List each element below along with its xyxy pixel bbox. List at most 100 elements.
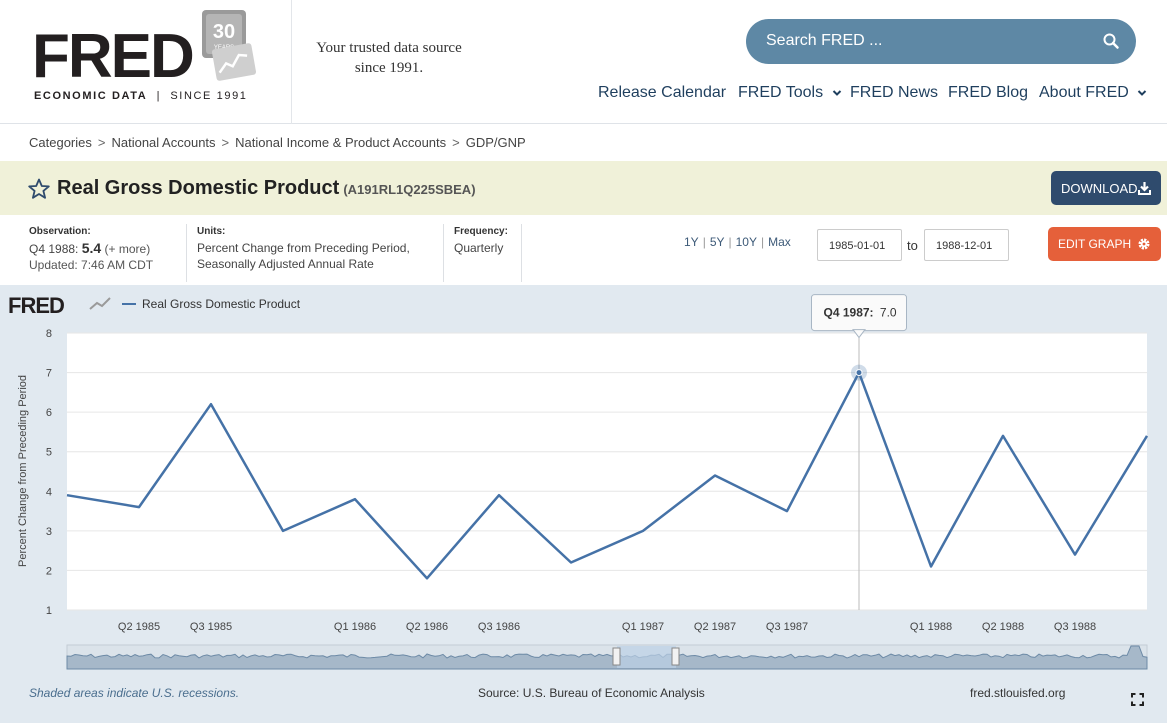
range-max[interactable]: Max: [768, 235, 791, 249]
data-point[interactable]: [61, 489, 73, 501]
x-tick-label: Q2 1988: [982, 621, 1024, 633]
chart-brand-graph-icon: [89, 297, 111, 310]
x-tick-label: Q1 1986: [334, 621, 376, 633]
y-tick-label: 2: [46, 565, 52, 577]
data-point[interactable]: [1069, 549, 1081, 561]
x-tick-label: Q2 1986: [406, 621, 448, 633]
series-title-bar: Real Gross Domestic Product (A191RL1Q225S…: [0, 161, 1167, 215]
navigator-handle-right[interactable]: [671, 647, 680, 666]
units-label: Units:: [197, 226, 226, 237]
data-point[interactable]: [133, 501, 145, 513]
nav-fred-news[interactable]: FRED News: [850, 84, 939, 101]
nav-about-fred[interactable]: About FRED: [1039, 84, 1147, 104]
x-tick-label: Q2 1985: [118, 621, 160, 633]
observation-label: Observation:: [29, 226, 91, 237]
data-point[interactable]: [781, 505, 793, 517]
navigator-series: [66, 645, 1148, 670]
data-point[interactable]: [421, 572, 433, 584]
chevron-down-icon: [832, 90, 841, 96]
logo-subtitle: ECONOMIC DATA | SINCE 1991: [34, 90, 248, 102]
data-point[interactable]: [493, 489, 505, 501]
logo-wordmark: FRED: [32, 22, 195, 91]
data-point[interactable]: [709, 469, 721, 481]
x-tick-label: Q3 1986: [478, 621, 520, 633]
navigator-handle-left[interactable]: [612, 647, 621, 666]
meta-divider: [443, 224, 444, 282]
y-tick-label: 7: [46, 368, 52, 380]
tooltip-period: Q4 1987:: [824, 306, 874, 320]
thirty-years-badge-icon: 30 YEARS: [202, 10, 256, 81]
data-point[interactable]: [637, 525, 649, 537]
y-tick-label: 8: [46, 328, 52, 340]
nav-fred-blog[interactable]: FRED Blog: [948, 84, 1029, 101]
star-icon[interactable]: [28, 178, 50, 200]
x-tick-label: Q1 1987: [622, 621, 664, 633]
search-icon[interactable]: [1102, 32, 1120, 50]
units-line1: Percent Change from Preceding Period,: [197, 241, 410, 255]
x-tick-label: Q3 1985: [190, 621, 232, 633]
range-1y[interactable]: 1Y: [684, 235, 699, 249]
breadcrumb-national-accounts[interactable]: National Accounts: [111, 135, 216, 150]
svg-text:Q4 1987: 7.0: Q4 1987: 7.0: [824, 306, 897, 320]
navigator-selection[interactable]: [617, 646, 676, 668]
download-button[interactable]: DOWNLOAD: [1051, 171, 1161, 205]
gear-icon: [1138, 238, 1150, 250]
plot-background: [67, 333, 1147, 610]
x-tick-label: Q1 1988: [910, 621, 952, 633]
nav-fred-tools[interactable]: FRED Tools: [738, 84, 842, 104]
range-10y[interactable]: 10Y: [735, 235, 757, 249]
y-tick-label: 3: [46, 526, 52, 538]
updated-time: Updated: 7:46 AM CDT: [29, 258, 154, 272]
y-tick-label: 4: [46, 486, 52, 498]
y-axis-label: Percent Change from Preceding Period: [17, 375, 29, 567]
meta-divider: [186, 224, 187, 282]
gdp-line-chart[interactable]: FRED Real Gross Domestic Product 1 2 3 4 5 6 7…: [0, 285, 1167, 685]
meta-divider: [521, 224, 522, 282]
date-to-input[interactable]: 1988-12-01: [924, 229, 1009, 261]
x-tick-label: Q3 1988: [1054, 621, 1096, 633]
fullscreen-icon[interactable]: [1131, 693, 1144, 706]
tagline: Your trusted data source since 1991.: [316, 40, 462, 76]
site-link[interactable]: fred.stlouisfed.org: [970, 686, 1066, 700]
y-tick-label: 5: [46, 447, 52, 459]
edit-graph-button[interactable]: EDIT GRAPH: [1048, 227, 1161, 261]
frequency-value: Quarterly: [454, 241, 504, 255]
fred-logo[interactable]: FRED 30 YEARS ECONOMIC DATA | SINCE 1991: [0, 0, 292, 124]
data-point[interactable]: [205, 398, 217, 410]
units-block: Units: Percent Change from Preceding Per…: [197, 224, 410, 272]
units-line2: Seasonally Adjusted Annual Rate: [197, 257, 374, 271]
download-icon: [1138, 182, 1151, 195]
recession-note: Shaded areas indicate U.S. recessions.: [29, 686, 240, 700]
series-line[interactable]: [66, 371, 1149, 580]
observation-value: 5.4: [81, 240, 102, 256]
chart-brand: FRED: [8, 293, 64, 318]
observation-period: Q4 1988:: [29, 242, 79, 256]
x-tick-label: Q3 1987: [766, 621, 808, 633]
breadcrumb: Categories > National Accounts > National In…: [29, 135, 526, 150]
observation-block: Observation: Q4 1988: 5.4 (+ more) Updat…: [29, 224, 153, 273]
frequency-label: Frequency:: [454, 226, 508, 237]
breadcrumb-gdp-gnp[interactable]: GDP/GNP: [465, 135, 526, 150]
range-selector: 1Y | 5Y | 10Y | Max: [684, 235, 791, 249]
date-from-input[interactable]: 1985-01-01: [817, 229, 902, 261]
legend-label: Real Gross Domestic Product: [142, 297, 301, 311]
data-point[interactable]: [349, 493, 361, 505]
search-input[interactable]: Search FRED ...: [746, 19, 1136, 64]
source-note: Source: U.S. Bureau of Economic Analysis: [478, 686, 705, 700]
data-point[interactable]: [1141, 430, 1153, 442]
frequency-block: Frequency: Quarterly: [454, 224, 508, 256]
data-point[interactable]: [997, 430, 1009, 442]
data-point[interactable]: [925, 560, 937, 572]
date-to-label: to: [907, 238, 918, 253]
data-point[interactable]: [277, 525, 289, 537]
x-tick-label: Q2 1987: [694, 621, 736, 633]
data-point[interactable]: [565, 557, 577, 569]
breadcrumb-nipa[interactable]: National Income & Product Accounts: [235, 135, 447, 150]
breadcrumb-categories[interactable]: Categories: [29, 135, 92, 150]
range-5y[interactable]: 5Y: [709, 235, 725, 249]
site-header: FRED 30 YEARS ECONOMIC DATA | SINCE 1991…: [0, 0, 1167, 124]
nav-release-calendar[interactable]: Release Calendar: [598, 84, 727, 101]
chart-tooltip: Q4 1987: 7.0: [811, 294, 907, 339]
hover-point[interactable]: [855, 369, 863, 377]
observation-more-link[interactable]: (+ more): [104, 242, 151, 256]
